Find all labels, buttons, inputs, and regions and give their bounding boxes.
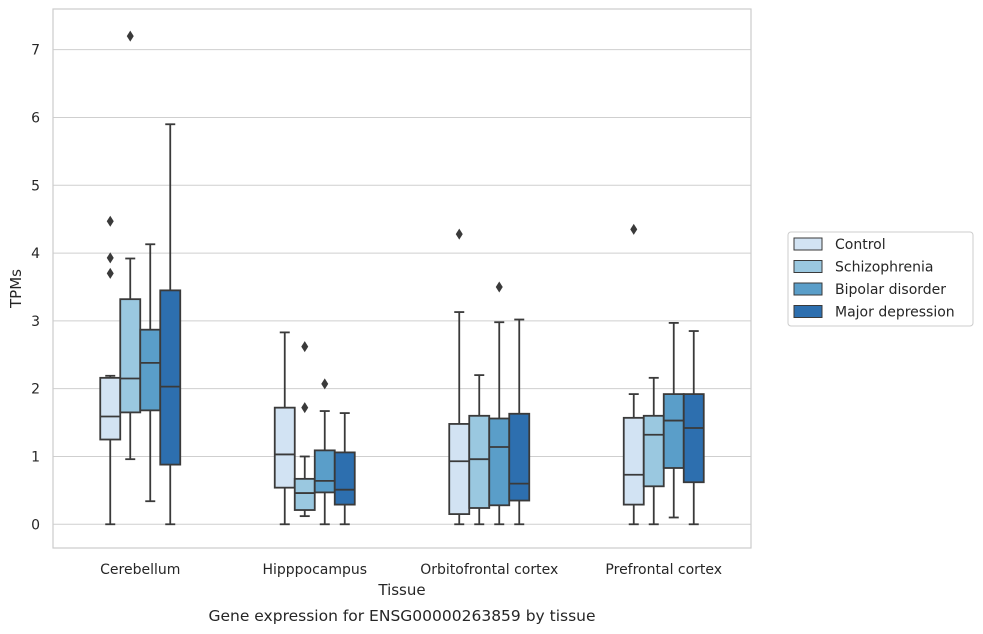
box-iqr [293, 477, 316, 511]
legend-item: Schizophrenia [793, 260, 933, 276]
outlier-point [106, 252, 114, 264]
y-tick-label: 6 [31, 110, 40, 126]
box-control [99, 215, 122, 526]
box-iqr [119, 298, 142, 414]
box-iqr [313, 449, 336, 494]
outlier-point [630, 223, 638, 235]
box-iqr [662, 393, 685, 469]
box-iqr [468, 414, 491, 509]
y-tick-labels: 0 1 2 3 4 5 6 7 [31, 43, 40, 534]
outlier-point [301, 402, 309, 414]
x-tick-label: Hipppocampus [262, 562, 367, 578]
legend-swatch [793, 282, 823, 296]
box-major-depression [508, 318, 531, 526]
legend-swatch [793, 237, 823, 251]
box-iqr [273, 406, 296, 489]
box-bipolar-disorder [313, 378, 336, 526]
plot-frame [52, 8, 752, 549]
y-tick-label: 7 [31, 43, 40, 59]
legend-swatch [793, 305, 823, 318]
box-iqr [159, 289, 182, 466]
box-iqr [448, 423, 471, 516]
outlier-point [126, 30, 134, 42]
box-schizophrenia [119, 30, 142, 461]
legend-label: Bipolar disorder [835, 282, 946, 298]
box-iqr [333, 451, 356, 506]
legend-frame [787, 231, 974, 327]
outlier-point [106, 267, 114, 279]
box-iqr [642, 414, 665, 488]
box-major-depression [333, 412, 356, 526]
chart-caption: Gene expression for ENSG00000263859 by t… [208, 607, 595, 625]
box-iqr [488, 417, 511, 507]
y-tick-label: 0 [31, 517, 40, 533]
y-tick-label: 3 [31, 314, 40, 330]
box-schizophrenia [468, 374, 491, 526]
x-tick-label: Prefrontal cortex [605, 562, 722, 578]
outlier-point [495, 281, 503, 293]
box-major-depression [159, 123, 182, 526]
y-tick-label: 2 [31, 382, 40, 398]
x-tick-label: Cerebellum [100, 562, 180, 578]
box-bipolar-disorder [139, 243, 162, 503]
legend-items: Control Schizophrenia Bipolar disorder Majo… [793, 237, 955, 321]
box-schizophrenia [293, 341, 316, 518]
y-axis-label: TPMs [7, 269, 25, 309]
y-tick-label: 5 [31, 178, 40, 194]
legend-label: Schizophrenia [835, 260, 933, 276]
box-major-depression [682, 330, 705, 526]
legend: Control Schizophrenia Bipolar disorder Majo… [787, 231, 974, 327]
box-iqr [508, 412, 531, 502]
box-iqr [682, 393, 705, 484]
legend-item: Major depression [793, 305, 955, 321]
outlier-point [301, 341, 309, 353]
y-tick-label: 1 [31, 449, 40, 465]
box-schizophrenia [642, 376, 665, 526]
legend-item: Bipolar disorder [793, 282, 946, 298]
y-tick-label: 4 [31, 246, 40, 262]
x-tick-labels: Cerebellum Hipppocampus Orbitofrontal cort… [100, 562, 722, 578]
box-iqr [139, 328, 162, 412]
box-bipolar-disorder [488, 281, 511, 526]
outlier-point [455, 228, 463, 240]
box-iqr [99, 376, 122, 441]
x-axis-label: Tissue [377, 581, 425, 599]
outlier-point [321, 378, 329, 390]
boxes [99, 30, 705, 526]
box-control [448, 228, 471, 526]
x-tick-label: Orbitofrontal cortex [420, 562, 558, 578]
outlier-point [106, 215, 114, 227]
box-bipolar-disorder [662, 322, 685, 519]
legend-label: Major depression [835, 305, 955, 321]
box-control [273, 331, 296, 526]
box-control [622, 223, 645, 526]
legend-swatch [793, 260, 823, 273]
legend-label: Control [835, 237, 886, 253]
legend-item: Control [793, 237, 886, 253]
box-iqr [622, 416, 645, 506]
